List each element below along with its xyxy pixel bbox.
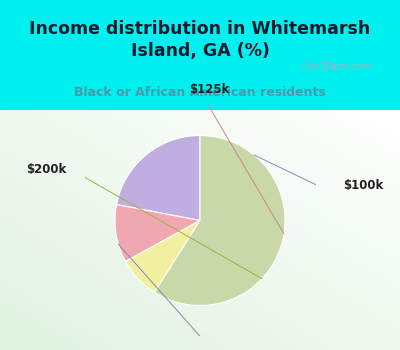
Text: Black or African American residents: Black or African American residents (74, 86, 326, 99)
Wedge shape (115, 204, 200, 261)
Wedge shape (154, 135, 285, 306)
Text: ⓠ: ⓠ (321, 62, 328, 71)
Text: City-Data.com: City-Data.com (301, 62, 371, 71)
Text: $200k: $200k (26, 163, 66, 176)
Text: $125k: $125k (189, 83, 230, 96)
Wedge shape (116, 135, 200, 220)
Text: Income distribution in Whitemarsh
Island, GA (%): Income distribution in Whitemarsh Island… (29, 20, 371, 60)
Wedge shape (126, 220, 200, 292)
Text: $100k: $100k (343, 179, 384, 192)
